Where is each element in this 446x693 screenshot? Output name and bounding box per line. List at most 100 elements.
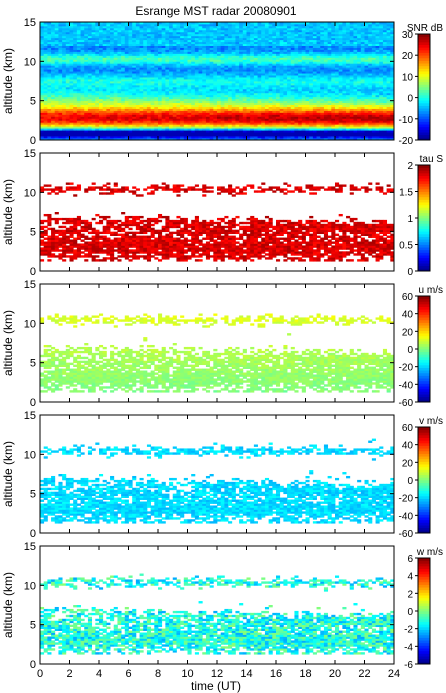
- heatmap-cell: [257, 90, 262, 94]
- heatmap-cell: [309, 57, 314, 60]
- heatmap-cell: [117, 71, 122, 74]
- heatmap-cell: [191, 77, 196, 80]
- heatmap-cell: [323, 81, 329, 84]
- heatmap-cell: [287, 110, 292, 113]
- heatmap-cell: [335, 90, 340, 94]
- heatmap-cell: [290, 94, 295, 98]
- heatmap-cell: [294, 65, 299, 68]
- heatmap-cell: [191, 35, 196, 39]
- heatmap-cell: [128, 59, 133, 62]
- heatmap-cell: [309, 22, 314, 25]
- heatmap-cell: [113, 59, 118, 62]
- heatmap-cell: [279, 23, 284, 27]
- heatmap-cell: [161, 114, 166, 117]
- heatmap-cell: [250, 96, 255, 100]
- heatmap-cell: [117, 81, 122, 84]
- heatmap-cell: [128, 104, 133, 107]
- heatmap-cell: [187, 33, 192, 37]
- heatmap-cell: [305, 81, 310, 84]
- heatmap-cell: [198, 69, 203, 72]
- heatmap-cell: [198, 59, 203, 62]
- heatmap-cell: [110, 81, 115, 84]
- heatmap-cell: [194, 126, 199, 129]
- heatmap-cell: [106, 130, 111, 133]
- heatmap-cell: [158, 69, 163, 72]
- heatmap-cell: [202, 96, 207, 100]
- heatmap-cell: [217, 29, 222, 33]
- heatmap-cell: [290, 25, 295, 29]
- heatmap-cell: [298, 100, 303, 104]
- heatmap-cell: [213, 79, 218, 82]
- heatmap-cell: [183, 84, 188, 88]
- heatmap-cell: [73, 63, 78, 66]
- heatmap-cell: [87, 69, 93, 72]
- heatmap-cell: [158, 67, 163, 70]
- heatmap-cell: [253, 23, 258, 27]
- heatmap-cell: [117, 120, 122, 123]
- heatmap-cell: [220, 124, 225, 127]
- heatmap-cell: [128, 88, 133, 92]
- heatmap-cell: [40, 130, 45, 133]
- heatmap-cell: [187, 63, 192, 66]
- heatmap-cell: [91, 53, 96, 56]
- heatmap-cell: [40, 104, 45, 107]
- heatmap-cell: [110, 45, 115, 48]
- heatmap-cell: [87, 25, 93, 29]
- heatmap-cell: [191, 130, 196, 133]
- heatmap-cell: [316, 35, 321, 39]
- heatmap-cell: [220, 94, 225, 98]
- heatmap-cell: [73, 47, 78, 50]
- heatmap-cell: [331, 118, 336, 121]
- heatmap-cell: [69, 23, 74, 27]
- heatmap-cell: [132, 92, 137, 96]
- heatmap-cell: [194, 45, 199, 48]
- heatmap-cell: [146, 82, 152, 86]
- heatmap-cell: [51, 104, 56, 107]
- heatmap-cell: [209, 84, 214, 88]
- heatmap-cell: [342, 59, 347, 62]
- heatmap-cell: [65, 59, 70, 62]
- heatmap-cell: [106, 79, 111, 82]
- heatmap-cell: [113, 126, 118, 129]
- heatmap-cell: [51, 69, 56, 72]
- heatmap-cell: [217, 82, 222, 86]
- heatmap-cell: [242, 77, 247, 80]
- heatmap-cell: [143, 63, 148, 66]
- heatmap-cell: [51, 88, 56, 92]
- heatmap-cell: [91, 92, 96, 96]
- heatmap-cell: [298, 33, 303, 37]
- heatmap-cell: [253, 29, 258, 33]
- heatmap-cell: [279, 84, 284, 88]
- heatmap-cell: [158, 63, 163, 66]
- heatmap-cell: [135, 45, 140, 48]
- heatmap-cell: [342, 130, 347, 133]
- heatmap-cell: [209, 37, 214, 41]
- heatmap-cell: [213, 43, 218, 46]
- heatmap-cell: [335, 77, 340, 80]
- heatmap-cell: [257, 104, 262, 107]
- heatmap-cell: [62, 25, 67, 29]
- heatmap-cell: [312, 59, 317, 62]
- heatmap-cell: [246, 45, 251, 48]
- heatmap-cell: [180, 98, 185, 102]
- heatmap-cell: [165, 73, 170, 76]
- heatmap-cell: [150, 27, 155, 31]
- heatmap-cell: [139, 65, 144, 68]
- heatmap-cell: [176, 84, 181, 88]
- heatmap-cell: [106, 116, 111, 119]
- heatmap-cell: [316, 128, 321, 131]
- heatmap-cell: [191, 86, 196, 90]
- heatmap-cell: [187, 69, 192, 72]
- heatmap-cell: [320, 122, 325, 125]
- heatmap-cell: [338, 120, 343, 123]
- heatmap-cell: [91, 126, 96, 129]
- heatmap-cell: [290, 108, 295, 111]
- heatmap-cell: [253, 47, 258, 50]
- heatmap-cell: [346, 132, 351, 135]
- heatmap-cell: [320, 88, 325, 92]
- heatmap-cell: [191, 25, 196, 29]
- heatmap-cell: [54, 82, 59, 86]
- heatmap-cell: [272, 47, 277, 50]
- heatmap-cell: [342, 134, 347, 137]
- heatmap-cell: [301, 100, 306, 104]
